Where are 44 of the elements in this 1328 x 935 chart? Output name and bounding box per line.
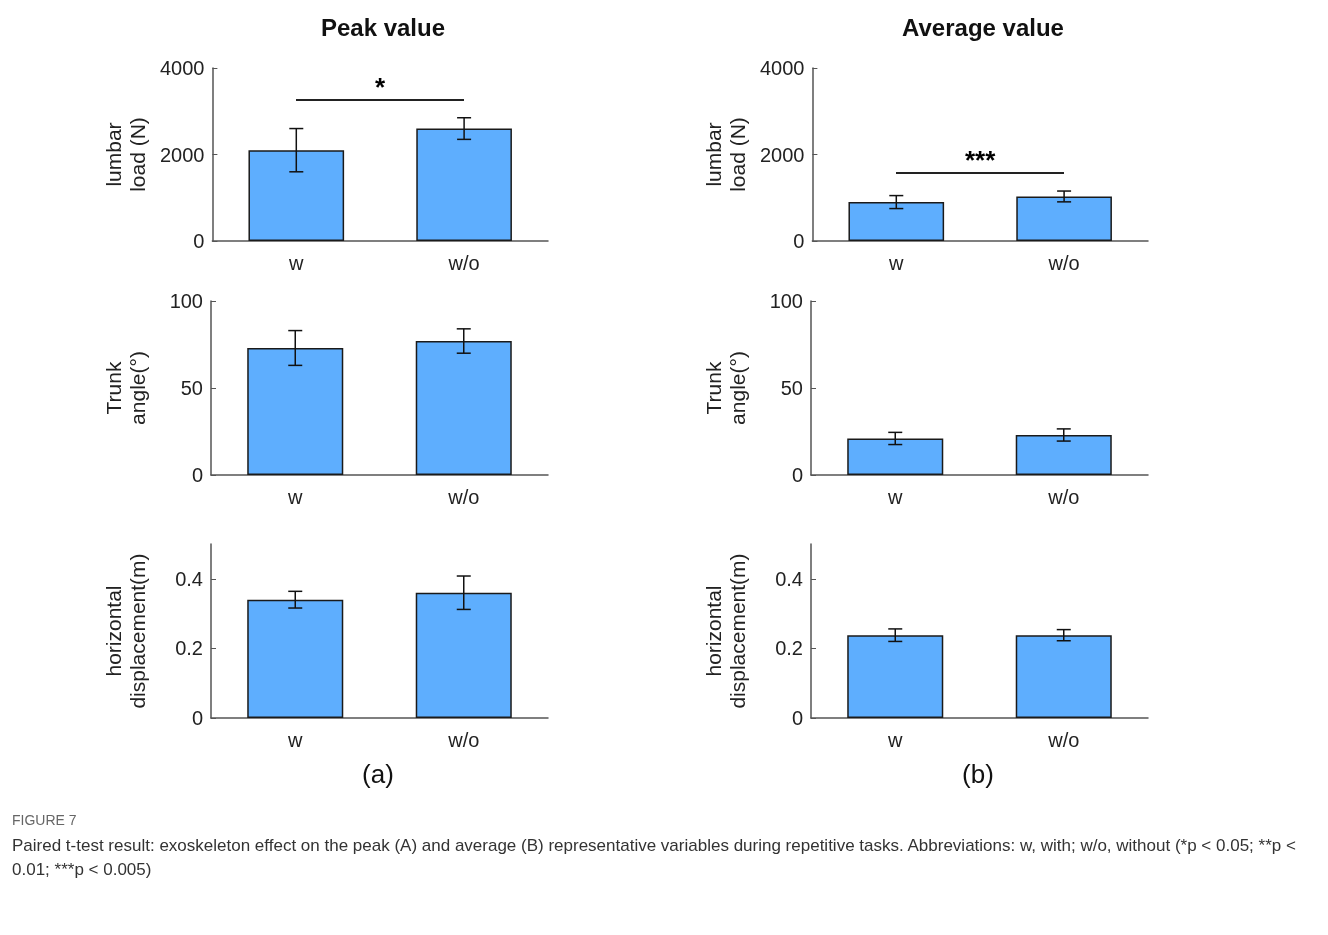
- caption: FIGURE 7: [12, 811, 78, 830]
- y-axis-title: lumbar load (N): [101, 117, 149, 192]
- y-tick-label: 0: [791, 707, 803, 729]
- x-tick-label: w/o: [447, 486, 480, 508]
- significance-bracket: ***: [896, 147, 1065, 176]
- y-tick-label: 0: [193, 230, 205, 252]
- x-tick-label: w/o: [1047, 252, 1080, 274]
- x-tick-label: w: [887, 729, 904, 751]
- y-tick-label: 0: [191, 464, 203, 486]
- y-axis-title: Trunk angle(°): [101, 351, 149, 425]
- text: Paired t-test result: exoskeleton effect on the peak (A) and average (B) representative variables during repetitive tasks. Abbreviations: w, with; w/o, without (*p < 0.05; **p < 0.01; ***p < 0.005): [12, 836, 1296, 879]
- y-tick-label: 50: [180, 377, 203, 399]
- y-axis-title: horizontal displacement(m): [101, 553, 149, 709]
- chart-title: Average value: [902, 13, 1064, 41]
- y-tick-label: 2000: [759, 143, 805, 166]
- y-tick-label: 0: [793, 230, 805, 252]
- y-tick-label: 100: [769, 290, 803, 312]
- x-tick-label: w: [887, 486, 904, 508]
- x-tick-label: w/o: [1047, 486, 1080, 508]
- significance-bracket: *: [296, 73, 465, 102]
- y-axis-title: lumbar load (N): [701, 117, 749, 192]
- x-tick-label: w: [287, 729, 304, 751]
- text: (b): [961, 759, 995, 790]
- x-tick-label: w: [287, 486, 304, 508]
- x-tick-label: w/o: [1047, 729, 1080, 751]
- x-tick-label: w/o: [447, 252, 480, 274]
- y-tick-label: 2000: [159, 143, 205, 166]
- y-tick-label: 0.4: [175, 567, 203, 590]
- x-tick-label: w: [888, 252, 905, 274]
- y-tick-label: 0.4: [775, 567, 803, 590]
- y-tick-label: 0.2: [175, 637, 203, 660]
- y-tick-label: 0.2: [775, 637, 803, 660]
- y-tick-label: 4000: [159, 57, 205, 79]
- y-tick-label: 0: [191, 707, 203, 729]
- y-tick-label: 50: [780, 377, 803, 399]
- chart-title: Peak value: [320, 13, 446, 41]
- x-tick-label: w/o: [447, 729, 480, 751]
- y-axis-title: Trunk angle(°): [701, 351, 749, 425]
- x-tick-label: w: [288, 252, 305, 274]
- y-tick-label: 100: [169, 290, 203, 312]
- y-tick-label: 4000: [759, 57, 805, 79]
- y-tick-label: 0: [791, 464, 803, 486]
- text: (a): [361, 759, 395, 790]
- y-axis-title: horizontal displacement(m): [701, 553, 749, 709]
